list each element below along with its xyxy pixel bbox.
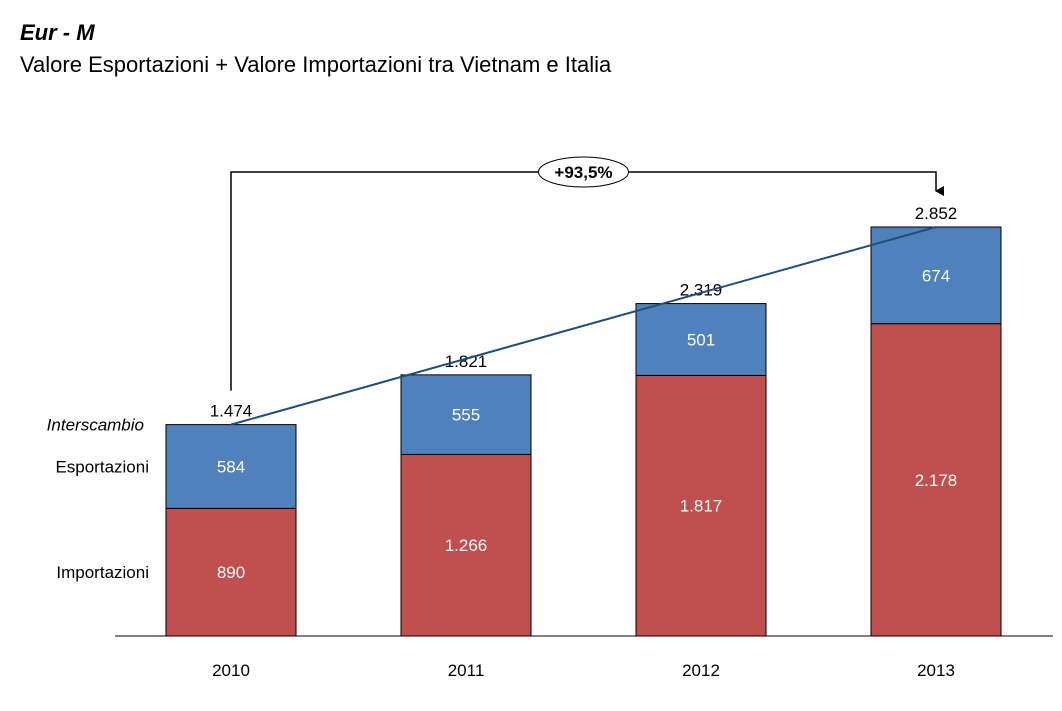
data-label-esportazioni-2012: 501 [687, 331, 715, 350]
growth-badge [538, 156, 629, 188]
chart-title: Valore Esportazioni + Valore Importazion… [20, 52, 612, 77]
x-tick-label-2011: 2011 [448, 661, 485, 680]
total-label-2010: 1.474 [210, 402, 253, 421]
total-label-2013: 2.852 [915, 204, 958, 223]
x-tick-label-2010: 2010 [212, 661, 250, 680]
bar-esportazioni-2013 [870, 226, 1002, 325]
annotation-layer: +93,5% [230, 156, 944, 426]
data-label-esportazioni-2013: 674 [922, 266, 950, 285]
data-label-importazioni-2013: 2.178 [915, 471, 958, 490]
bar-importazioni-2011 [400, 453, 532, 637]
legend-interscambio: Interscambio [47, 416, 144, 435]
legend-esportazioni: Esportazioni [55, 457, 149, 476]
x-tick-label-2012: 2012 [682, 661, 720, 680]
x-tick-label-2013: 2013 [917, 661, 955, 680]
legend-importazioni: Importazioni [56, 563, 149, 582]
data-label-importazioni-2012: 1.817 [680, 497, 723, 516]
chart-unit-title: Eur - M [20, 20, 95, 45]
data-label-esportazioni-2010: 584 [217, 457, 245, 476]
bar-importazioni-2012 [635, 374, 767, 637]
data-label-esportazioni-2011: 555 [452, 406, 480, 425]
bar-esportazioni-2011 [400, 374, 532, 455]
labels-layer: 8905841.47420101.2665551.82120111.817501… [47, 204, 958, 680]
trend-line [230, 226, 937, 426]
growth-label: +93,5% [554, 163, 612, 182]
growth-bracket-arrow [230, 171, 944, 391]
bar-importazioni-2013 [870, 323, 1002, 637]
bar-esportazioni-2010 [165, 424, 297, 509]
bars-layer [165, 226, 1002, 637]
data-label-importazioni-2010: 890 [217, 563, 245, 582]
data-label-importazioni-2011: 1.266 [445, 536, 488, 555]
bar-esportazioni-2012 [635, 303, 767, 376]
